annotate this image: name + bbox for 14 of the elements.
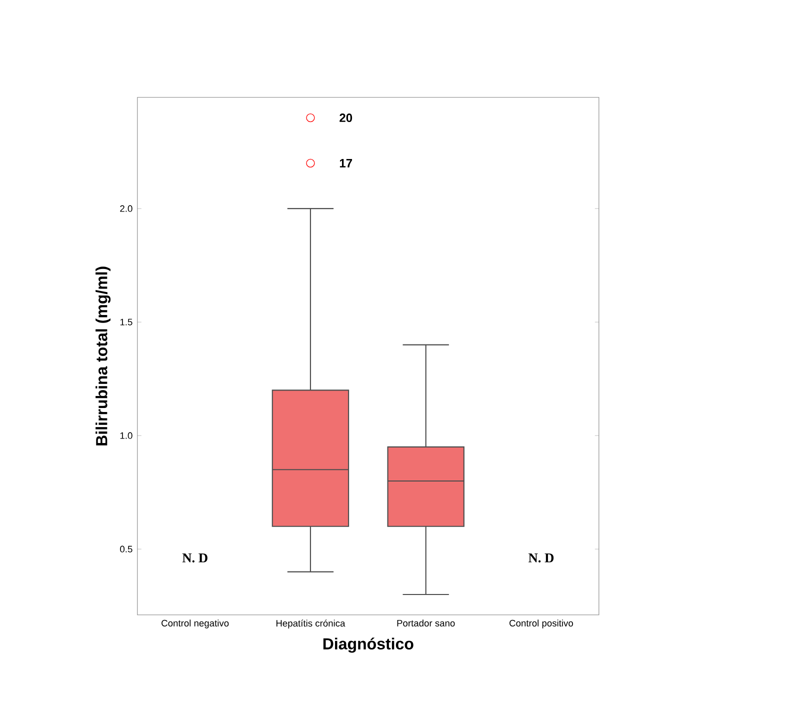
x-tick-label: Hepatítis crónica: [276, 620, 346, 629]
x-axis-title: Diagnóstico: [323, 638, 414, 653]
y-axis-title: Bilirrubina total (mg/ml): [96, 266, 111, 446]
x-tick-label: Control positivo: [510, 620, 573, 629]
annotation: 17: [340, 159, 352, 168]
annotation: N. D: [528, 554, 554, 563]
annotation: 20: [340, 114, 352, 122]
y-tick-label: 0.5: [120, 546, 132, 553]
y-tick-label: 1.0: [120, 432, 132, 440]
y-tick-label: 1.5: [120, 319, 132, 326]
x-tick-label: Control negativo: [162, 620, 229, 629]
y-tick-label: 2.0: [120, 205, 132, 212]
x-tick-label: Portador sano: [397, 620, 455, 627]
annotation: N. D: [182, 554, 208, 563]
